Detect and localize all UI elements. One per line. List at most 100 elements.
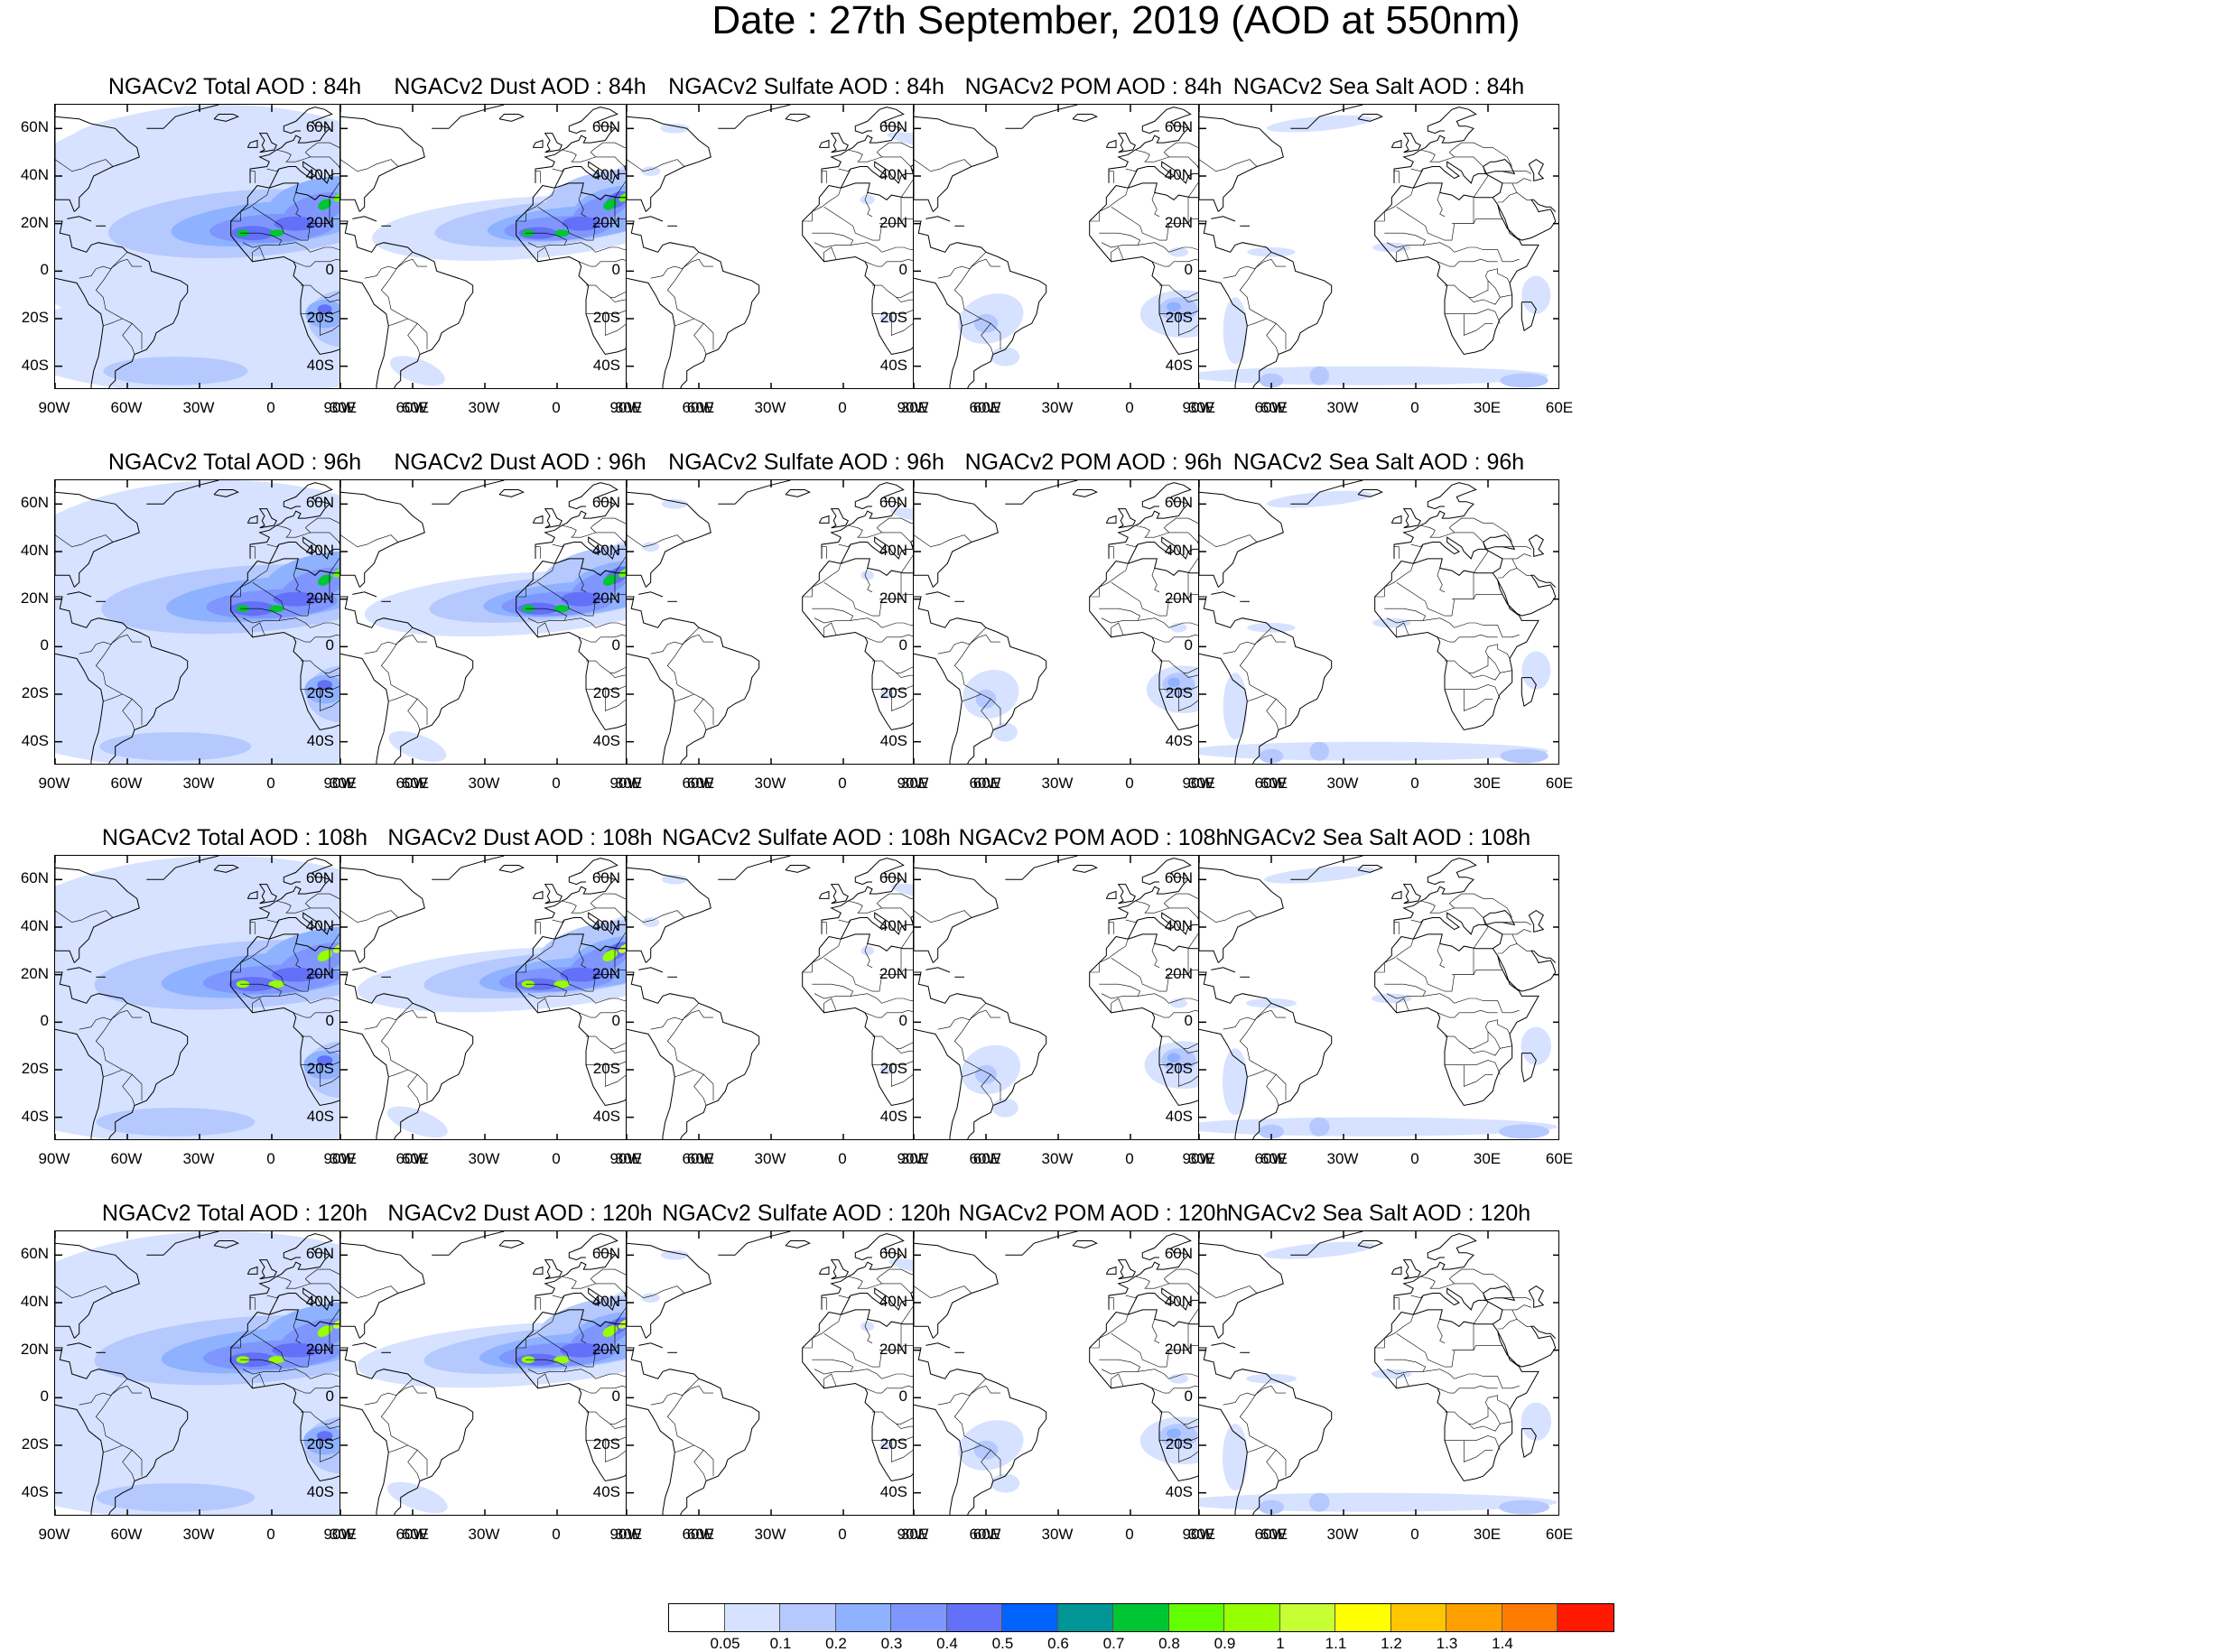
country-border — [914, 159, 972, 172]
lat-label: 20N — [20, 589, 49, 607]
lat-label: 40N — [1164, 917, 1193, 934]
country-border — [627, 1285, 685, 1299]
lon-label: 30W — [468, 399, 500, 416]
coastline — [1199, 1231, 1219, 1339]
colorbar-label: 1 — [1276, 1635, 1285, 1652]
lon-label: 60W — [682, 1150, 714, 1167]
country-border — [1239, 1003, 1287, 1101]
aod-contour — [560, 1342, 603, 1358]
aod-map-svg — [627, 105, 986, 388]
country-border — [1239, 1378, 1287, 1477]
aod-contour — [1371, 1369, 1412, 1379]
coastline — [1393, 107, 1477, 183]
country-border — [981, 1450, 994, 1481]
coastline — [1199, 1347, 1333, 1515]
coastline — [1412, 1287, 1503, 1325]
lon-label: 60W — [1254, 1526, 1287, 1543]
country-border — [674, 318, 694, 327]
country-border — [1199, 534, 1258, 548]
country-border — [1266, 323, 1279, 355]
aod-contour — [602, 574, 618, 586]
country-border — [802, 563, 842, 598]
coastline — [1497, 1325, 1557, 1368]
country-border — [230, 563, 270, 598]
country-border — [388, 693, 408, 702]
aod-contour — [56, 1233, 294, 1286]
coastline — [1483, 159, 1516, 175]
lon-label: 0 — [838, 775, 847, 792]
country-border — [1239, 252, 1287, 350]
colorbar-swatch — [1558, 1604, 1614, 1631]
coastline — [1211, 967, 1236, 973]
country-border — [937, 634, 1000, 654]
panel-title: NGACv2 Sea Salt AOD : 108h — [1226, 825, 1531, 850]
lat-label: 0 — [1184, 1012, 1193, 1030]
country-border — [1386, 1369, 1520, 1389]
country-border — [293, 568, 302, 593]
country-border — [1516, 192, 1531, 200]
coastline — [1105, 1266, 1117, 1275]
country-border — [674, 1069, 694, 1078]
coastline — [914, 277, 963, 388]
aod-contour — [879, 1440, 894, 1451]
lon-label: 90W — [1182, 1150, 1214, 1167]
lon-label: 60W — [682, 775, 714, 792]
coastline — [1072, 1240, 1098, 1248]
coastline — [830, 508, 849, 529]
country-border — [1125, 168, 1139, 172]
country-border — [1394, 546, 1400, 559]
coastline — [830, 133, 849, 153]
lon-label: 60E — [401, 775, 430, 792]
country-border — [407, 699, 421, 730]
map-frame — [1198, 855, 1559, 1140]
aod-contour — [1309, 366, 1329, 385]
colorbar-swatch — [1279, 1604, 1335, 1631]
coastline — [1108, 107, 1192, 183]
country-border — [937, 1009, 1000, 1030]
aod-contour — [1309, 741, 1329, 761]
lon-label: 60W — [1254, 1150, 1287, 1167]
coastline — [1357, 489, 1383, 497]
coastline — [532, 1266, 544, 1275]
country-border — [537, 998, 551, 1013]
country-border — [1089, 1314, 1129, 1349]
country-border — [578, 568, 587, 593]
country-border — [240, 232, 283, 246]
coastline — [1117, 1259, 1136, 1280]
country-border — [1468, 670, 1512, 681]
coastline — [627, 220, 760, 388]
aod-contour — [1499, 1124, 1549, 1139]
country-border — [79, 1385, 142, 1406]
coastline — [532, 890, 544, 899]
country-border — [1266, 699, 1279, 730]
lon-label: 30E — [1473, 1150, 1502, 1167]
country-border — [293, 192, 302, 218]
country-border — [1151, 192, 1160, 218]
lon-label: 30E — [900, 399, 929, 416]
lon-label: 0 — [1125, 775, 1134, 792]
country-border — [1502, 922, 1532, 925]
lon-label: 30E — [329, 1526, 358, 1543]
country-border — [838, 1295, 851, 1299]
coastline — [1412, 161, 1503, 199]
coastline — [1497, 574, 1557, 617]
colorbar-label: 0.3 — [880, 1635, 903, 1652]
coastline — [1357, 114, 1383, 122]
country-border — [1464, 313, 1493, 336]
country-border — [1374, 939, 1414, 973]
lat-label: 0 — [40, 1387, 49, 1406]
coastline — [627, 1242, 711, 1339]
coastline — [1105, 139, 1117, 148]
country-border — [812, 608, 854, 621]
lat-label: 20N — [20, 213, 49, 231]
country-border — [537, 246, 551, 262]
country-border — [981, 699, 994, 730]
country-border — [1199, 910, 1258, 923]
lon-label: 60E — [686, 1526, 715, 1543]
coastline — [925, 1342, 951, 1349]
lon-label: 60W — [969, 775, 1001, 792]
colorbar-swatch — [1446, 1604, 1502, 1631]
country-border — [1374, 1314, 1414, 1349]
lat-label: 0 — [1184, 1387, 1193, 1406]
country-borders — [1199, 142, 1532, 355]
